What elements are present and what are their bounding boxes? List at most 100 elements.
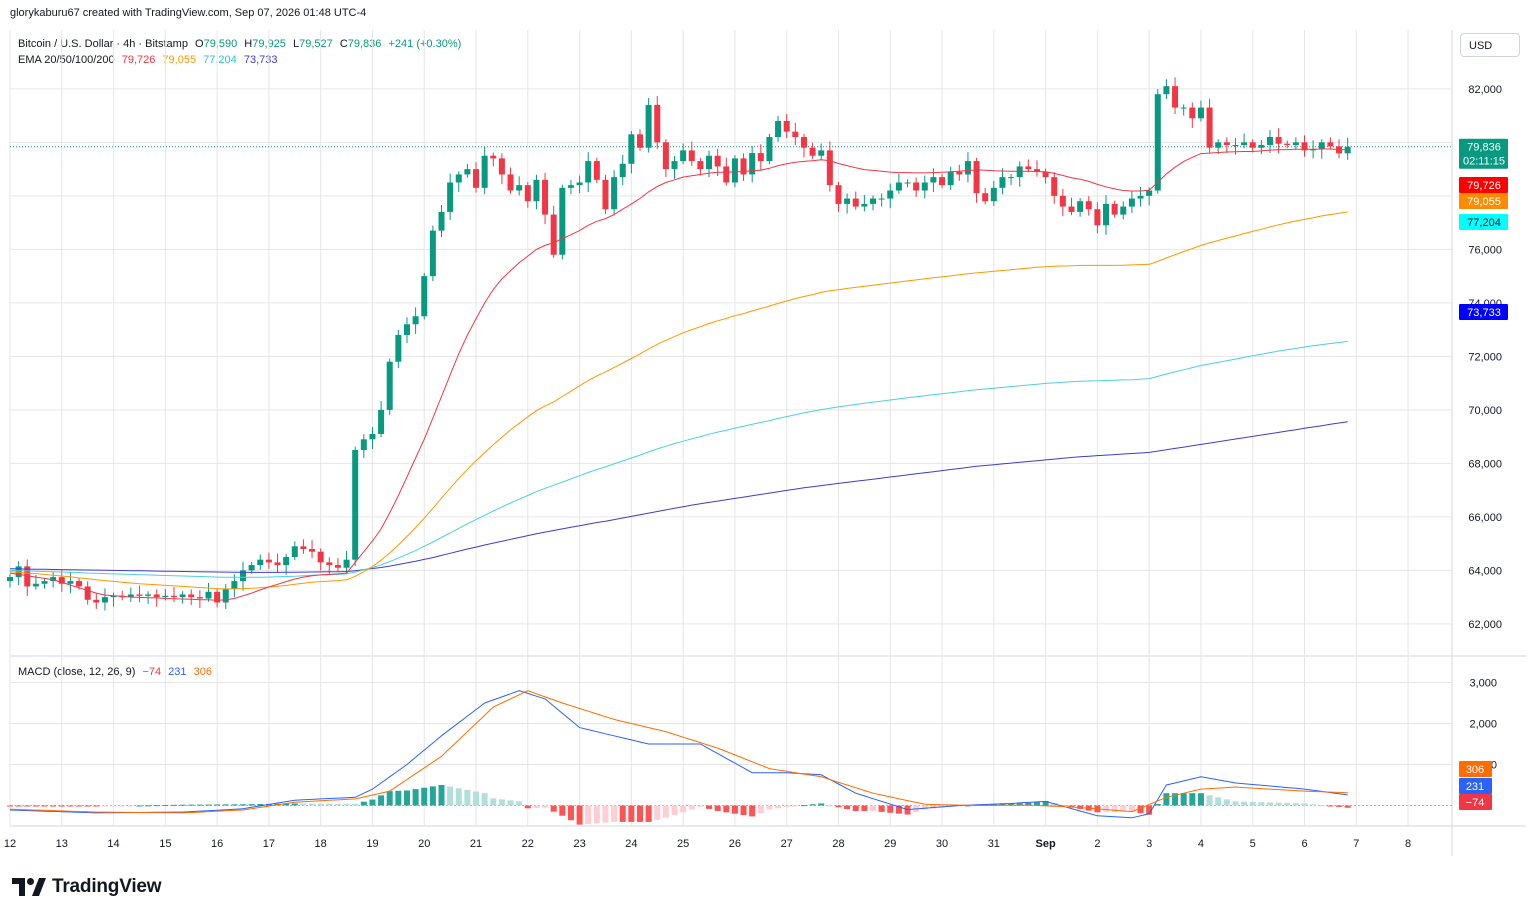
time-tick-label: 6 — [1301, 838, 1307, 850]
macd-line — [9, 690, 1348, 819]
time-tick-label: 19 — [366, 838, 378, 850]
candle-body — [196, 597, 203, 599]
macd-histogram-bar — [602, 805, 609, 823]
candle-body — [1292, 142, 1299, 146]
ema200-line — [9, 421, 1348, 573]
candle-body — [766, 137, 773, 162]
macd-histogram-bar — [516, 801, 523, 806]
candle-body — [283, 557, 290, 566]
candle-body — [84, 586, 91, 600]
macd-histogram-bar — [1292, 803, 1299, 806]
macd-histogram-bar — [1120, 805, 1127, 812]
macd-histogram-bar — [567, 805, 574, 821]
candle-body — [24, 566, 31, 587]
macd-histogram-bar — [153, 805, 160, 807]
time-tick-label: 25 — [677, 838, 689, 850]
candle-body — [887, 190, 894, 199]
macd-histogram-bar — [964, 805, 971, 807]
macd-legend[interactable]: MACD (close, 12, 26, 9) −74 231 306 — [18, 666, 216, 678]
candle-body — [481, 155, 488, 188]
chart-attribution: glorykaburu67 created with TradingView.c… — [10, 7, 367, 19]
price-tag-text: 79,726 — [1467, 180, 1501, 192]
candle-body — [274, 562, 281, 566]
macd-histogram-bar — [1103, 805, 1110, 813]
ohlc-close: C79,836 — [339, 38, 382, 50]
macd-histogram-bar — [317, 803, 324, 806]
macd-histogram-bar — [101, 805, 108, 807]
candle-body — [792, 131, 799, 138]
candle-body — [179, 594, 186, 598]
price-tag-text: 79,055 — [1467, 196, 1501, 208]
candle-body — [1042, 171, 1049, 178]
macd-histogram-bar — [360, 801, 367, 806]
ohlc-low: L79,527 — [292, 38, 333, 50]
macd-histogram-bar — [852, 805, 859, 811]
macd-tag-text: 306 — [1466, 764, 1484, 776]
candle-body — [550, 214, 557, 255]
candle-body — [1318, 142, 1325, 150]
candle-body — [1154, 94, 1161, 191]
candle-body — [412, 316, 419, 325]
price-tags: 79,836 02:11:15 79,726 79,055 77,204 73,733 30… — [1459, 138, 1508, 810]
ema-legend-row[interactable]: EMA 20/50/100/200 79,726 79,055 77,204 7… — [18, 52, 465, 68]
symbol-legend-row[interactable]: Bitcoin / U.S. Dollar · 4h · Bitstamp O7… — [18, 36, 465, 52]
candle-body — [403, 324, 410, 335]
macd-histogram-bar — [714, 805, 721, 811]
macd-tick-label: 2,000 — [1469, 719, 1497, 731]
price-tag — [1459, 193, 1508, 209]
candle-body — [982, 193, 989, 202]
currency-button[interactable]: USD — [1460, 33, 1520, 57]
tradingview-logo[interactable]: TradingView — [12, 876, 162, 898]
candle-body — [1008, 177, 1015, 179]
macd-histogram-bar — [731, 805, 738, 814]
macd-hist-value: −74 — [142, 666, 162, 678]
macd-tag — [1459, 761, 1492, 777]
macd-histogram-bar — [257, 803, 264, 806]
price-tick-label: 68,000 — [1468, 458, 1502, 470]
candle-body — [50, 577, 57, 582]
candle-body — [395, 334, 402, 362]
macd-histogram-bar — [162, 805, 169, 807]
macd-histogram-bar — [1033, 801, 1040, 806]
macd-histogram-bar — [645, 805, 652, 822]
macd-histogram-bar — [1025, 802, 1032, 806]
candle-body — [170, 595, 177, 598]
price-tick-label: 72,000 — [1468, 351, 1502, 363]
macd-histogram-bar — [438, 785, 445, 806]
candle-body — [231, 581, 238, 590]
macd-histogram-bar — [1258, 802, 1265, 806]
macd-histogram-bar — [1241, 801, 1248, 806]
macd-histogram-bar — [921, 805, 928, 810]
candle-body — [447, 182, 454, 212]
macd-histogram-bar — [421, 787, 428, 806]
macd-histogram-bar — [576, 805, 583, 825]
macd-histogram-bar — [136, 805, 143, 807]
macd-histogram-bar — [818, 803, 825, 806]
candle-body — [740, 158, 747, 175]
candles — [7, 77, 1351, 611]
ema50-line — [9, 211, 1348, 590]
macd-histogram-bar — [870, 805, 876, 811]
macd-histogram-bar — [343, 803, 350, 806]
macd-histogram-bar — [619, 805, 626, 822]
candle-body — [706, 155, 713, 170]
macd-histogram-bar — [179, 804, 186, 806]
candle-body — [490, 155, 497, 159]
macd-histogram-bar — [887, 805, 894, 813]
macd-histogram-bar — [352, 803, 359, 806]
candle-body — [101, 597, 108, 603]
candle-body — [870, 198, 876, 204]
macd-histogram-bar — [1206, 795, 1213, 806]
macd-histogram-bar — [196, 804, 203, 806]
candle-body — [930, 177, 937, 183]
time-tick-label: 20 — [418, 838, 430, 850]
macd-histogram-bar — [248, 804, 255, 806]
time-tick-label: 24 — [625, 838, 637, 850]
candle-body — [913, 182, 920, 191]
symbol-name: Bitcoin / U.S. Dollar · 4h · Bitstamp — [18, 38, 188, 50]
macd-histogram-bar — [1266, 802, 1273, 806]
candle-body — [127, 594, 134, 598]
time-tick-label: 21 — [470, 838, 482, 850]
ema100-value: 77,204 — [203, 54, 237, 66]
